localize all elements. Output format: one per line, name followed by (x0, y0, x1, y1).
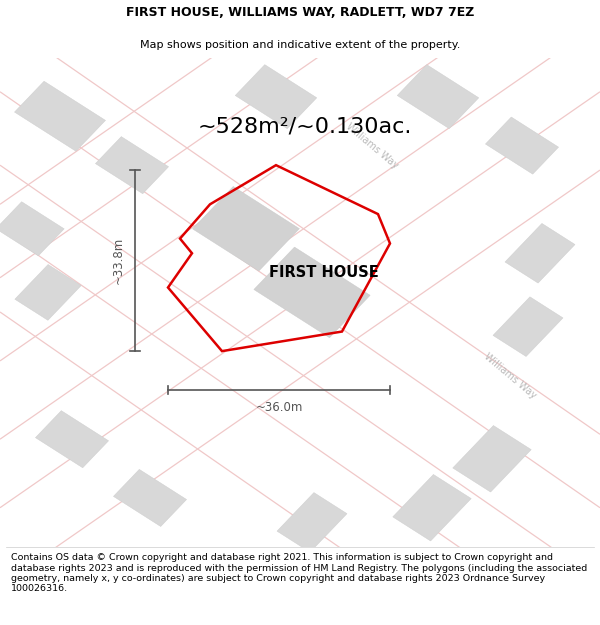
Polygon shape (235, 64, 317, 129)
Text: ~33.8m: ~33.8m (112, 237, 125, 284)
Polygon shape (193, 186, 299, 271)
Polygon shape (35, 411, 109, 468)
Polygon shape (14, 81, 106, 151)
Text: Williams Way: Williams Way (482, 351, 538, 400)
Text: Contains OS data © Crown copyright and database right 2021. This information is : Contains OS data © Crown copyright and d… (11, 553, 587, 593)
Text: Map shows position and indicative extent of the property.: Map shows position and indicative extent… (140, 40, 460, 50)
Polygon shape (254, 247, 370, 338)
Text: Williams Way: Williams Way (344, 121, 400, 170)
Polygon shape (505, 223, 575, 283)
Polygon shape (15, 264, 81, 320)
Polygon shape (113, 469, 187, 526)
Polygon shape (493, 297, 563, 356)
Text: FIRST HOUSE: FIRST HOUSE (269, 266, 379, 281)
Polygon shape (277, 492, 347, 552)
Polygon shape (453, 426, 531, 492)
Text: ~36.0m: ~36.0m (256, 401, 302, 414)
Polygon shape (0, 202, 64, 256)
Polygon shape (397, 64, 479, 129)
Polygon shape (485, 117, 559, 174)
Text: FIRST HOUSE, WILLIAMS WAY, RADLETT, WD7 7EZ: FIRST HOUSE, WILLIAMS WAY, RADLETT, WD7 … (126, 6, 474, 19)
Text: ~528m²/~0.130ac.: ~528m²/~0.130ac. (198, 116, 412, 136)
Polygon shape (393, 474, 471, 541)
Polygon shape (95, 137, 169, 194)
